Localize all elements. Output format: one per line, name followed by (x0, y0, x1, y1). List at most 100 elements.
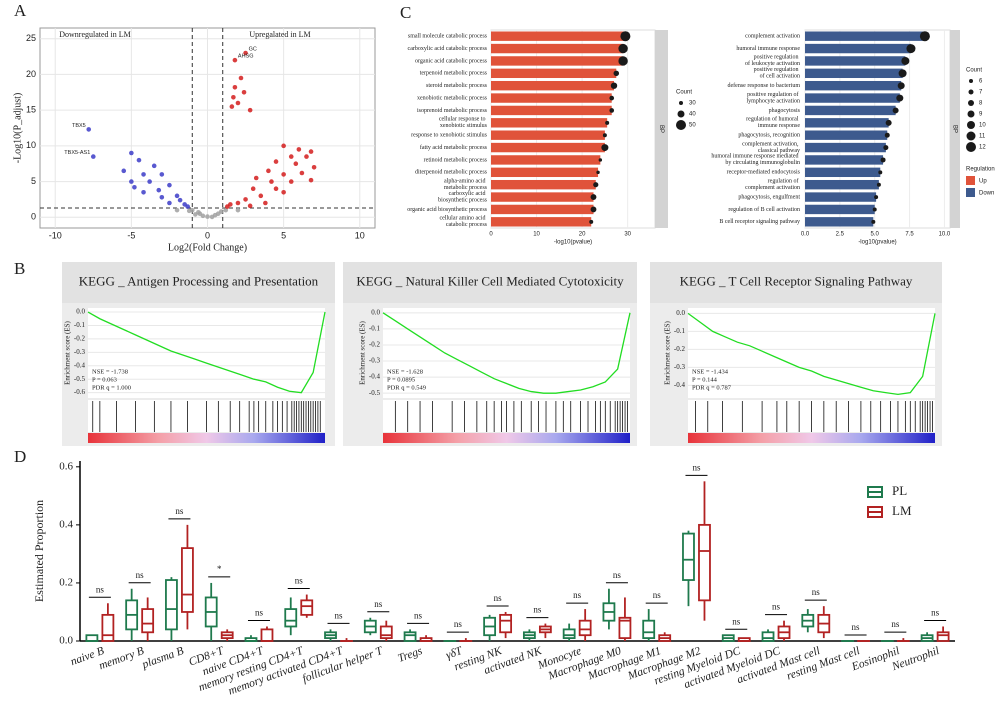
category-label: retinoid metabolic process (424, 157, 488, 163)
count-dot (610, 82, 618, 89)
label-line: alpha-amino acid (444, 179, 487, 185)
box (403, 631, 417, 642)
legend-label: 11 (979, 134, 986, 140)
y-tick-label: 25 (26, 33, 36, 43)
count-dot (871, 219, 876, 224)
bar (491, 93, 612, 103)
stat-label: P = 0.0895 (387, 376, 415, 383)
category-label: regulation of complement activation (745, 178, 800, 192)
box (284, 608, 298, 628)
label-line: classical pathway (758, 148, 800, 154)
point (129, 150, 134, 156)
x-tick-label: 20 (579, 232, 586, 238)
y-tick-label: 5 (31, 176, 36, 186)
count-dot (590, 206, 597, 213)
box (562, 628, 576, 639)
legend-label: Down (979, 191, 994, 197)
point (273, 159, 279, 164)
label-line: lymphocyte activation (747, 99, 800, 105)
title-band (62, 262, 335, 303)
count-dot (906, 44, 916, 54)
label-line: xenobiotic stimulus (440, 123, 488, 129)
point (147, 179, 152, 184)
count-dot (589, 219, 594, 224)
x-axis-label: -log10(pvalue) (858, 240, 896, 246)
y-tick-label: -0.4 (674, 381, 686, 389)
stat-label: PDR q = 1.000 (92, 384, 131, 391)
x-axis-label: Log2(Fold Change) (168, 242, 247, 253)
label-line: catabolic process (446, 222, 488, 228)
point (86, 127, 92, 132)
y-tick-label: -0.2 (74, 335, 86, 343)
legend-label: 9 (979, 112, 983, 118)
bar (805, 56, 906, 66)
category-label: cellular amino acid catabolic process (440, 216, 488, 229)
gene-label: TBX5 (72, 123, 86, 129)
point (136, 157, 142, 163)
point (232, 84, 238, 90)
y-tick-label: -0.2 (369, 341, 381, 349)
bar (491, 204, 594, 215)
x-tick-label: 5 (281, 230, 286, 240)
category-label: B cell receptor signaling pathway (719, 219, 800, 225)
legend-swatch (966, 188, 975, 197)
category-label: carboxylic acid biosynthetic process (438, 191, 487, 204)
sig-label: ns (295, 576, 304, 586)
sig-label: ns (494, 593, 503, 603)
point (90, 154, 96, 159)
box (761, 631, 775, 642)
point (205, 214, 210, 219)
point (273, 186, 279, 192)
facet-strip (655, 30, 668, 228)
legend-label: 40 (689, 112, 696, 118)
rank-colorbar (88, 433, 325, 443)
panel-title: KEGG _ T Cell Receptor Signaling Pathway (680, 273, 913, 288)
legend-label: 50 (689, 123, 696, 129)
point (299, 170, 305, 176)
count-dot (609, 95, 615, 101)
category-label: carboxylic acid catabolic process (408, 46, 488, 52)
x-tick-label: plasma B (140, 645, 186, 671)
y-tick-label: -0.4 (369, 373, 381, 381)
category-label: phagocytosis, engulfment (738, 193, 800, 200)
sig-label: ns (335, 610, 344, 620)
bar (805, 80, 902, 91)
y-axis-label: Enrichment score (ES) (64, 320, 72, 384)
category-label: regulation of humoral immune response (746, 116, 800, 130)
point (159, 194, 165, 200)
bar (491, 118, 608, 128)
count-dot (901, 56, 910, 65)
sig-label: ns (175, 506, 184, 516)
panel-label: C (400, 3, 411, 22)
stat-label: PDR q = 0.549 (387, 384, 426, 391)
plot-area (88, 308, 325, 398)
label-line: of leukocyte activation (745, 61, 800, 68)
point (288, 154, 294, 159)
label-line: carboxylic acid (449, 191, 487, 197)
point (308, 149, 314, 154)
label-line: complement activation, (742, 142, 800, 148)
box (141, 608, 155, 634)
point (167, 200, 172, 206)
legend-dot (967, 110, 975, 118)
count-dot (892, 107, 899, 114)
point (266, 168, 271, 174)
legend-label: 7 (979, 90, 983, 96)
point (141, 172, 146, 177)
box (642, 619, 656, 639)
label-line: regulation of (768, 178, 800, 185)
y-tick-label: -0.6 (74, 388, 86, 396)
y-axis-label: Enrichment score (ES) (359, 320, 367, 384)
label-line: immune response (758, 123, 800, 129)
y-tick-label: 0.0 (676, 309, 685, 317)
title-band (650, 262, 942, 303)
count-dot (898, 69, 907, 78)
label-line: by circulating immunoglobulin (725, 161, 800, 167)
panel-label: D (14, 447, 26, 466)
box (379, 625, 393, 639)
legend-dot (677, 110, 685, 118)
stat-label: NSE = -1.434 (692, 368, 729, 375)
count-dot (880, 157, 886, 163)
legend-label: 8 (979, 101, 983, 107)
category-label: diterpenoid metabolic process (415, 170, 488, 176)
